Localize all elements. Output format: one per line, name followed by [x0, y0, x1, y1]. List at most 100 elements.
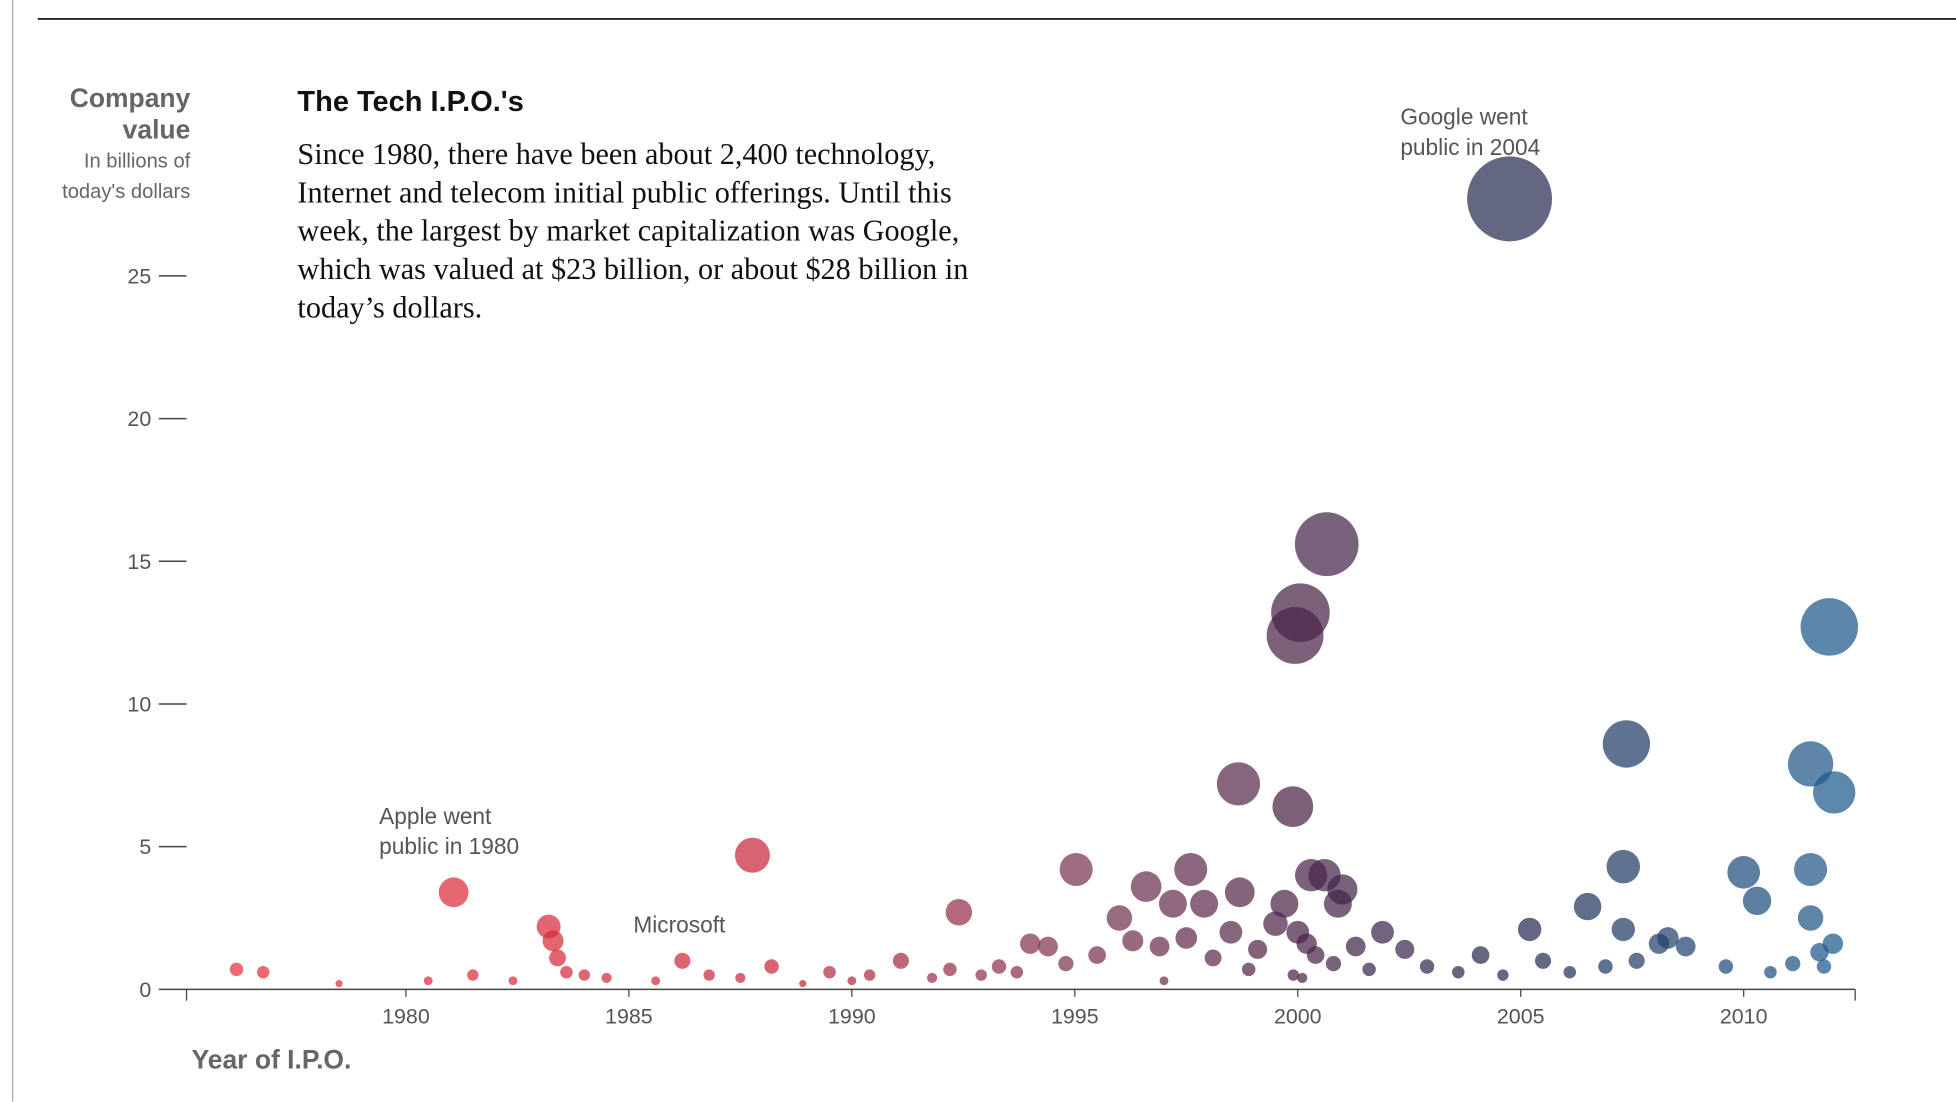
- annotation: public in 2004: [1400, 134, 1540, 160]
- bubble: [1785, 955, 1801, 972]
- bubble: [1106, 905, 1133, 931]
- bubble: [1371, 920, 1394, 944]
- bubble: [438, 877, 469, 908]
- bubble: [1764, 965, 1777, 979]
- bubble: [1534, 952, 1552, 969]
- description-line: week, the largest by market capitalizati…: [297, 214, 959, 248]
- bubble: [1718, 959, 1734, 974]
- bubble: [651, 976, 661, 986]
- bubble: [1248, 939, 1268, 959]
- bubble: [1297, 972, 1308, 984]
- bubble: [1794, 852, 1828, 887]
- bubble: [1059, 852, 1093, 887]
- bubble: [1657, 927, 1679, 949]
- annotation: Microsoft: [633, 911, 726, 937]
- y-axis-sublabel: In billions of: [84, 151, 191, 173]
- bubble: [1598, 959, 1613, 974]
- x-tick-label: 1985: [605, 1004, 653, 1028]
- x-axis-label: Year of I.P.O.: [192, 1045, 352, 1075]
- bubble: [1216, 762, 1261, 806]
- bubble: [1742, 886, 1772, 916]
- bubble: [1395, 939, 1415, 959]
- bubble: [229, 962, 244, 977]
- bubble: [1822, 933, 1844, 954]
- y-tick-label: 5: [139, 835, 151, 859]
- bubble: [1606, 849, 1641, 884]
- annotation: public in 1980: [379, 833, 519, 859]
- bubble: [1345, 936, 1366, 957]
- bubble: [1323, 889, 1352, 918]
- bubble: [1675, 936, 1696, 957]
- bubble: [799, 980, 807, 988]
- bubble: [1452, 965, 1465, 979]
- x-tick-label: 2000: [1274, 1004, 1322, 1028]
- y-tick-label: 15: [127, 550, 151, 574]
- bubble: [975, 969, 987, 981]
- bubble: [1149, 936, 1170, 957]
- bubble: [1797, 905, 1824, 931]
- y-tick-label: 10: [127, 693, 151, 717]
- bubble: [1159, 976, 1169, 986]
- bubble: [1174, 852, 1208, 887]
- bubble: [1467, 156, 1553, 242]
- bubble: [508, 976, 518, 986]
- bubble: [1010, 965, 1024, 979]
- bubble: [1471, 946, 1490, 964]
- bubble: [467, 969, 479, 981]
- bubble: [1563, 965, 1577, 979]
- bubble: [1362, 962, 1376, 977]
- bubble: [335, 980, 343, 988]
- bubble: [1727, 855, 1761, 889]
- bubble: [1263, 911, 1288, 936]
- x-tick-label: 2010: [1720, 1004, 1768, 1028]
- bubble: [1020, 933, 1041, 954]
- bubble: [1175, 927, 1198, 949]
- bubble: [1241, 962, 1256, 977]
- description-line: today’s dollars.: [297, 291, 482, 325]
- bubble: [991, 959, 1007, 974]
- bubble: [734, 837, 770, 873]
- bubble: [823, 965, 836, 979]
- bubble: [578, 969, 590, 981]
- bubble: [1270, 889, 1299, 918]
- x-tick-label: 2005: [1497, 1004, 1545, 1028]
- bubble: [735, 972, 746, 984]
- y-axis-sublabel: today's dollars: [62, 181, 190, 203]
- bubble: [703, 969, 715, 981]
- annotation: Apple went: [379, 803, 492, 829]
- bubbles: [229, 156, 1859, 988]
- bubble: [1517, 917, 1542, 942]
- bubble: [1813, 771, 1856, 814]
- y-tick-label: 20: [127, 407, 151, 431]
- y-axis-label: Company: [70, 83, 191, 113]
- bubble: [1497, 969, 1509, 981]
- bubble: [1158, 889, 1187, 918]
- bubble: [601, 972, 612, 984]
- bubble: [1611, 917, 1635, 942]
- bubble: [892, 952, 909, 969]
- description-line: Internet and telecom initial public offe…: [297, 175, 951, 209]
- bubble: [1602, 720, 1651, 768]
- bubble: [674, 952, 691, 969]
- bubble: [1266, 607, 1324, 664]
- description-line: Since 1980, there have been about 2,400 …: [297, 137, 935, 171]
- y-axis-label: value: [123, 115, 191, 145]
- y-tick-label: 0: [139, 978, 151, 1002]
- bubble: [927, 972, 938, 984]
- bubble: [1224, 877, 1255, 908]
- bubble: [1294, 512, 1359, 577]
- bubble: [1800, 598, 1859, 656]
- chart-title: The Tech I.P.O.'s: [297, 86, 523, 118]
- bubble: [863, 969, 876, 981]
- bubble: [1204, 949, 1222, 967]
- bubble: [1088, 946, 1106, 964]
- bubble: [1306, 946, 1325, 964]
- description-line: which was valued at $23 billion, or abou…: [297, 252, 968, 286]
- bubble: [847, 976, 857, 986]
- bubble: [1573, 892, 1602, 921]
- bubble: [542, 930, 564, 952]
- x-tick-label: 1995: [1051, 1004, 1099, 1028]
- x-tick-label: 1980: [382, 1004, 430, 1028]
- x-tick-label: 1990: [828, 1004, 876, 1028]
